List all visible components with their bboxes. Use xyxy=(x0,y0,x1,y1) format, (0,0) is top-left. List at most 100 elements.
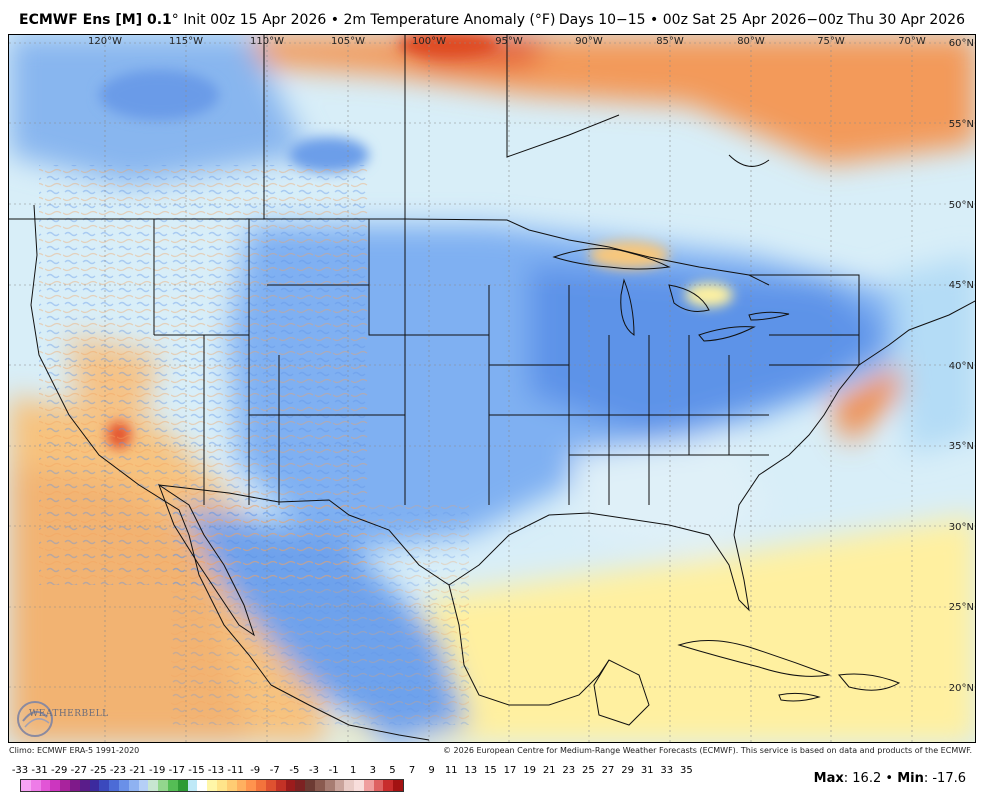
colorbar-tick-label: 7 xyxy=(408,765,416,776)
lat-label: 40°N xyxy=(949,361,974,372)
colorbar-tick-label: -29 xyxy=(51,765,68,776)
colorbar-tick-label: -25 xyxy=(90,765,107,776)
colorbar-swatch xyxy=(69,780,80,791)
colorbar-tick-label: 13 xyxy=(464,765,478,776)
lon-label: 100°W xyxy=(412,36,446,47)
colorbar-labels: -33 -31 -29 -27 -25 -23 -21 -19 -17 -15 -13 -11 -9 -7… xyxy=(12,765,712,779)
colorbar-tick-label: 29 xyxy=(621,765,634,776)
lon-label: 95°W xyxy=(495,36,523,47)
colorbar-tick-label: -17 xyxy=(168,765,185,776)
colorbar-swatch xyxy=(118,780,129,791)
colorbar-swatch xyxy=(314,780,325,791)
colorbar-tick-label: 9 xyxy=(428,765,435,776)
stats-separator: • xyxy=(885,771,894,786)
lat-label: 45°N xyxy=(949,280,974,291)
min-label: Min xyxy=(897,771,924,786)
graticule xyxy=(9,35,975,742)
field-name: 2m Temperature Anomaly (°F) xyxy=(343,12,556,28)
chart-title: ECMWF Ens [M] 0.1° Init 00z 15 Apr 2026 … xyxy=(19,12,555,28)
logo-text: WEATHERBELL xyxy=(29,709,109,719)
colorbar-swatch xyxy=(236,780,247,791)
colorbar-tick-label: 25 xyxy=(582,765,595,776)
colorbar-tick-label: 35 xyxy=(680,765,693,776)
colorbar-swatch xyxy=(187,780,198,791)
colorbar-swatch xyxy=(354,780,364,791)
map-panel: 120°W 115°W 110°W 105°W 100°W 95°W 90°W … xyxy=(8,34,976,743)
colorbar-tick-label: -27 xyxy=(70,765,87,776)
colorbar-swatch xyxy=(265,780,276,791)
colorbar-swatch xyxy=(363,780,374,791)
lon-label: 105°W xyxy=(331,36,365,47)
colorbar-tick-label: 23 xyxy=(562,765,576,776)
colorbar-tick-label: 15 xyxy=(484,765,497,776)
colorbar-swatch xyxy=(158,780,168,791)
copyright-note: © 2026 European Centre for Medium-Range … xyxy=(443,746,972,755)
colorbar-tick-label: 31 xyxy=(640,765,654,776)
max-value: 16.2 xyxy=(852,771,882,786)
colorbar-swatch xyxy=(30,780,41,791)
colorbar-swatch xyxy=(324,780,335,791)
colorbar-tick-label: -33 xyxy=(11,765,29,776)
colorbar-swatch xyxy=(79,780,90,791)
max-min-readout: Max: 16.2 • Min: -17.6 xyxy=(813,771,966,786)
lat-label: 30°N xyxy=(949,522,974,533)
colorbar-swatch xyxy=(148,780,159,791)
header: ECMWF Ens [M] 0.1° Init 00z 15 Apr 2026 … xyxy=(0,0,984,34)
logo-swirl-icon xyxy=(17,701,53,737)
colorbar-swatch xyxy=(128,780,139,791)
colorbar-swatch xyxy=(226,780,237,791)
lat-label: 50°N xyxy=(949,200,974,211)
colorbar-swatch xyxy=(373,780,384,791)
canada-warm-field xyxy=(249,35,975,165)
colorbar-tick-label: 1 xyxy=(350,765,357,776)
weatherbell-logo: WEATHERBELL xyxy=(15,699,115,737)
colorbar-tick-label: 33 xyxy=(660,765,674,776)
colorbar xyxy=(20,779,405,792)
colorbar-tick-label: -31 xyxy=(31,765,48,776)
colorbar-swatch xyxy=(167,780,178,791)
colorbar-swatch xyxy=(50,780,61,791)
lat-label: 35°N xyxy=(949,441,974,452)
longitude-labels: 120°W 115°W 110°W 105°W 100°W 95°W 90°W … xyxy=(88,36,926,47)
min-value: -17.6 xyxy=(932,771,966,786)
colorbar-swatch xyxy=(275,780,286,791)
colorbar-tick-label: -15 xyxy=(188,765,205,776)
colorbar-tick-label: 19 xyxy=(523,765,536,776)
colorbar-tick-label: -7 xyxy=(269,765,280,776)
colorbar-swatch xyxy=(197,780,208,791)
colorbar-swatch xyxy=(99,780,110,791)
latitude-labels: 60°N 55°N 50°N 45°N 40°N 35°N 30°N 25°N … xyxy=(949,38,974,694)
lon-label: 85°W xyxy=(656,36,684,47)
lon-label: 80°W xyxy=(737,36,765,47)
colorbar-swatch xyxy=(60,780,70,791)
colorbar-swatch xyxy=(383,780,394,791)
colorbar-swatch xyxy=(138,780,149,791)
colorbar-tick-label: 27 xyxy=(601,765,615,776)
colorbar-tick-label: -3 xyxy=(309,765,319,776)
gulf-warm-field xyxy=(339,515,975,742)
colorbar-tick-label: 5 xyxy=(389,765,396,776)
colorbar-swatch xyxy=(216,780,227,791)
colorbar-tick-label: -13 xyxy=(207,765,225,776)
colorbar-swatch xyxy=(295,780,306,791)
valid-period: Days 10−15 • 00z Sat 25 Apr 2026−00z Thu… xyxy=(558,12,965,28)
colorbar-tick-label: -23 xyxy=(109,765,127,776)
colorbar-swatch xyxy=(40,780,51,791)
lat-label: 55°N xyxy=(949,119,974,130)
lon-label: 70°W xyxy=(898,36,926,47)
init-time: Init 00z 15 Apr 2026 xyxy=(183,12,327,28)
boundaries xyxy=(9,35,975,741)
lat-label: 20°N xyxy=(949,683,974,694)
lat-label: 60°N xyxy=(949,38,974,49)
colorbar-swatch xyxy=(393,780,404,791)
colorbar-tick-label: -11 xyxy=(227,765,244,776)
colorbar-tick-label: -19 xyxy=(149,765,166,776)
colorbar-tick-label: -21 xyxy=(129,765,146,776)
colorbar-tick-label: 11 xyxy=(444,765,458,776)
climo-note: Climo: ECMWF ERA-5 1991-2020 xyxy=(9,746,140,755)
lat-label: 25°N xyxy=(949,602,974,613)
lon-label: 90°W xyxy=(575,36,603,47)
colorbar-swatch xyxy=(246,780,257,791)
colorbar-swatch xyxy=(285,780,296,791)
colorbar-tick-label: 3 xyxy=(369,765,376,776)
